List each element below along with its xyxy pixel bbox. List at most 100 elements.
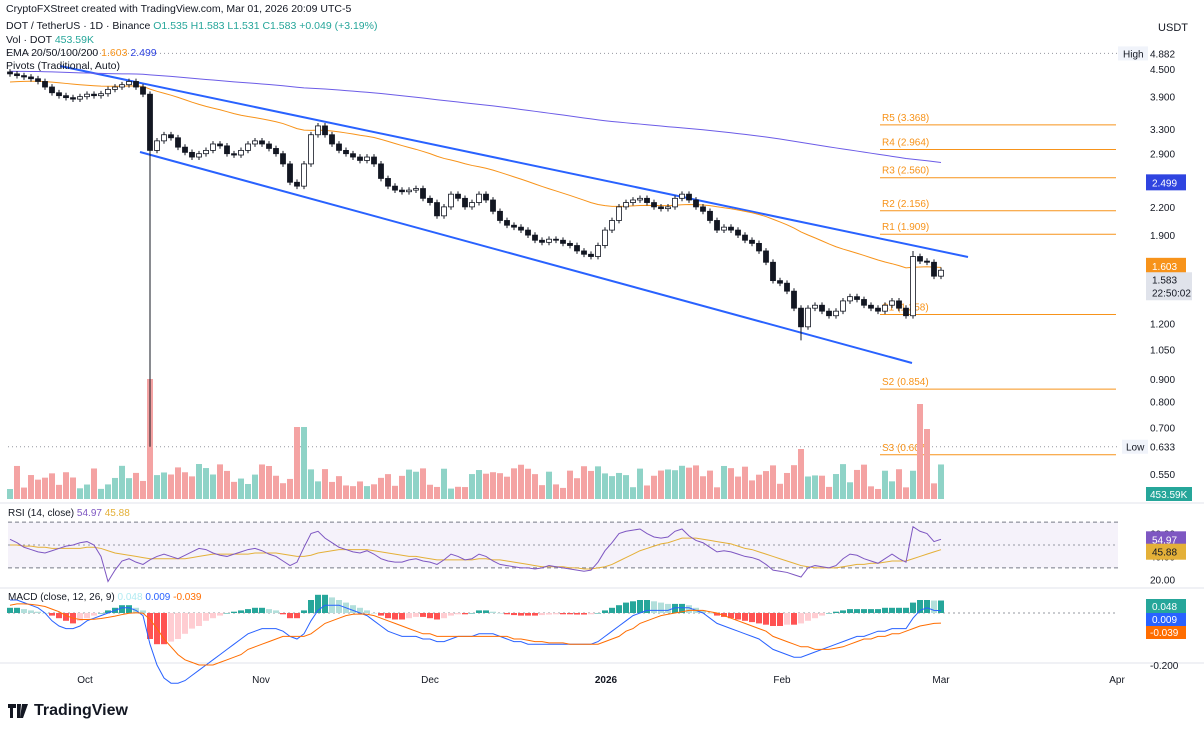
candle-body: [196, 153, 202, 158]
volume-bar: [770, 465, 776, 499]
macd-histogram-bar: [896, 607, 902, 613]
candle-body: [168, 134, 174, 139]
candle-body: [882, 304, 888, 312]
macd-histogram-bar: [623, 602, 629, 613]
candle-body: [462, 197, 468, 208]
rsi-axis-tick: 20.00: [1150, 575, 1175, 586]
macd-histogram-bar: [504, 613, 510, 615]
volume-bar: [63, 472, 69, 499]
volume-bar: [287, 478, 293, 499]
candle-body: [147, 93, 153, 151]
volume-bar: [70, 477, 76, 499]
macd-histogram-bar: [595, 613, 601, 614]
macd-histogram-bar: [322, 594, 328, 613]
volume-bar: [420, 468, 426, 499]
macd-histogram-bar: [357, 607, 363, 613]
time-axis-tick: Mar: [932, 675, 950, 686]
candle-body: [49, 86, 55, 94]
macd-histogram-bar: [679, 603, 685, 613]
volume-bar: [511, 468, 517, 499]
candle-body: [161, 134, 167, 142]
macd-histogram-bar: [203, 613, 209, 621]
volume-bar: [798, 449, 804, 499]
candle-body: [931, 261, 937, 277]
macd-histogram-bar: [938, 600, 944, 613]
candle-body: [875, 307, 881, 312]
rsi-ma-badge-bg: [1146, 543, 1186, 560]
candle-body: [392, 185, 398, 191]
volume-bar: [805, 476, 811, 499]
tradingview-brand[interactable]: TradingView: [8, 702, 128, 720]
last-price-badge-bg: [1146, 272, 1192, 301]
volume-bar: [413, 471, 419, 499]
volume-bar: [434, 486, 440, 499]
close-value: C1.583: [262, 20, 297, 32]
candle-body: [588, 253, 594, 257]
macd-histogram-bar: [672, 603, 678, 613]
volume-bar: [868, 486, 874, 499]
last-price-value: 1.583: [1152, 275, 1177, 286]
candle-body: [413, 188, 419, 191]
pivot-label-r5: R5 (3.368): [882, 113, 929, 124]
volume-bar: [483, 473, 489, 499]
candle-body: [385, 178, 391, 187]
volume-bar: [826, 486, 832, 499]
volume-bar: [658, 470, 664, 499]
volume-bar: [98, 488, 104, 499]
macd-histogram-bar: [658, 602, 664, 613]
macd-signal-value: -0.039: [173, 592, 202, 603]
volume-bar: [343, 485, 349, 499]
volume-bar: [105, 484, 111, 499]
macd-histogram-bar: [707, 613, 713, 614]
candle-body: [434, 202, 440, 217]
candle-body: [777, 280, 783, 284]
volume-bar: [623, 475, 629, 499]
volume-bar: [266, 465, 272, 499]
candle-body: [735, 229, 741, 236]
volume-bar: [861, 464, 867, 499]
candle-body: [469, 202, 475, 208]
candle-body: [357, 156, 363, 161]
macd-histogram-bar: [315, 594, 321, 613]
macd-histogram-bar: [763, 613, 769, 625]
macd-histogram-bar: [406, 613, 412, 619]
price-axis-tick: 3.900: [1150, 93, 1175, 104]
channel-upper-line: [59, 65, 969, 258]
candle-body: [98, 93, 104, 97]
volume-bar: [567, 470, 573, 499]
volume-bar: [364, 486, 370, 499]
macd-histogram-bar: [854, 609, 860, 613]
volume-bar: [735, 476, 741, 499]
volume-bar: [427, 484, 433, 499]
macd-histogram-bar: [805, 613, 811, 621]
candle-body: [231, 153, 237, 156]
volume-bar: [231, 481, 237, 499]
candle-body: [399, 189, 405, 193]
candle-body: [343, 150, 349, 155]
volume-bar: [756, 474, 762, 499]
volume-bar: [588, 470, 594, 499]
volume-bar: [406, 469, 412, 499]
volume-bar: [707, 470, 713, 499]
candle-body: [686, 193, 692, 201]
macd-histogram-bar: [399, 613, 405, 620]
volume-bar: [238, 478, 244, 499]
volume-bar: [224, 470, 230, 499]
low-value: L1.531: [227, 20, 260, 32]
volume-badge-value: 453.59K: [1150, 490, 1188, 501]
volume-bar: [399, 475, 405, 499]
volume-bar: [469, 474, 475, 499]
volume-bar: [602, 473, 608, 499]
rsi-line: [9, 525, 942, 583]
candle-body: [616, 206, 622, 221]
rsi-value: 54.97: [76, 508, 102, 519]
macd-histogram-bar: [231, 611, 237, 613]
candle-body: [539, 239, 545, 243]
volume-bar: [140, 480, 146, 499]
candle-body: [497, 210, 503, 221]
macd-histogram-bar: [455, 613, 461, 615]
volume-bar: [532, 474, 538, 499]
low-label: Low: [1126, 443, 1145, 454]
volume-bar: [280, 483, 286, 499]
